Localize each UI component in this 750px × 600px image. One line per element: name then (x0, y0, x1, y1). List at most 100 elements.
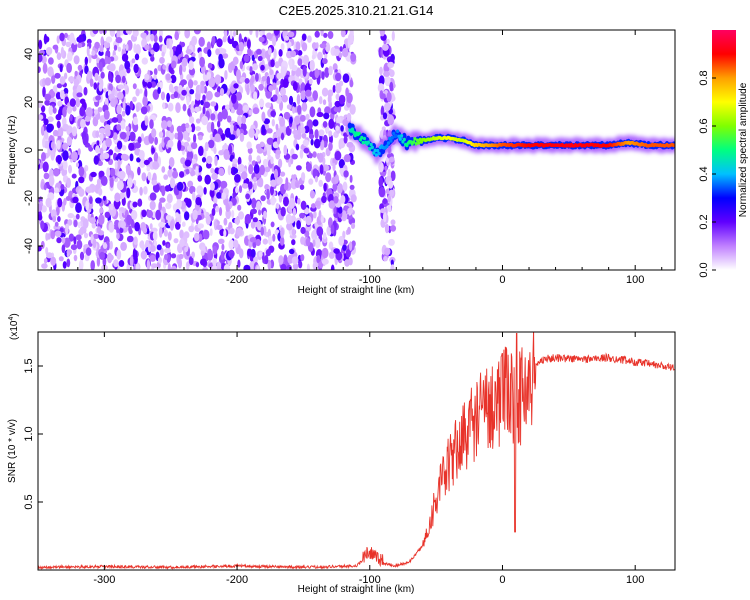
noise-cell (144, 44, 150, 51)
noise-cell (195, 126, 201, 132)
noise-cell (322, 99, 327, 106)
noise-cell (296, 94, 301, 105)
noise-cell (185, 122, 190, 129)
noise-cell (284, 35, 290, 41)
noise-cell (323, 32, 328, 38)
y-tick-label: 0.5 (23, 494, 35, 509)
noise-cell (220, 48, 227, 54)
signal-core-cell (357, 131, 361, 136)
noise-cell (328, 251, 335, 259)
noise-cell (119, 210, 122, 220)
noise-cell (150, 33, 155, 42)
noise-cell (97, 107, 103, 113)
noise-cell (191, 251, 196, 259)
noise-cell (318, 261, 324, 269)
noise-cell (114, 200, 120, 210)
noise-cell (287, 31, 295, 38)
noise-cell (229, 134, 236, 141)
noise-cell (140, 32, 147, 39)
noise-cell (139, 88, 143, 94)
noise-cell (188, 225, 195, 233)
noise-cell (200, 258, 207, 266)
noise-cell (323, 182, 327, 192)
noise-cell (262, 238, 268, 245)
noise-cell (266, 137, 274, 145)
noise-cell (207, 49, 212, 58)
noise-cell (185, 168, 190, 175)
noise-cell (270, 59, 275, 68)
noise-cell (244, 213, 252, 225)
noise-cell (61, 244, 66, 254)
noise-cell (65, 196, 71, 201)
noise-cell (78, 188, 85, 197)
noise-cell (162, 64, 167, 70)
noise-cell (132, 96, 137, 102)
noise-cell (314, 175, 318, 183)
noise-cell (297, 198, 301, 205)
noise-cell (48, 175, 55, 187)
noise-cell (108, 83, 113, 92)
noise-cell (223, 264, 231, 270)
noise-cell (187, 180, 194, 188)
noise-cell (210, 101, 217, 107)
noise-cell (70, 244, 78, 251)
noise-cell (104, 211, 111, 218)
y-tick-label: 20 (23, 96, 35, 108)
noise-cell (135, 105, 140, 113)
noise-cell (124, 83, 128, 91)
noise-cell (148, 43, 152, 52)
noise-cell (200, 80, 206, 87)
noise-cell (283, 196, 289, 207)
noise-cell (275, 123, 279, 131)
noise-cell (117, 91, 124, 100)
noise-cell (100, 71, 105, 79)
noise-cell (126, 214, 132, 226)
noise-cell (110, 98, 116, 108)
noise-cell (179, 171, 185, 178)
noise-cell (221, 192, 227, 201)
noise-cell (233, 239, 239, 249)
noise-cell (172, 170, 179, 179)
noise-cell (165, 202, 172, 210)
noise-cell (120, 220, 126, 229)
noise-cell (62, 106, 67, 118)
noise-cell (269, 69, 274, 76)
noise-cell (165, 214, 172, 221)
noise-cell (273, 30, 280, 36)
signal-core-cell (362, 136, 367, 141)
noise-cell (176, 181, 184, 191)
noise-cell (106, 43, 110, 48)
noise-cell (295, 41, 301, 51)
noise-cell (38, 39, 43, 50)
noise-cell (126, 130, 131, 137)
signal-core-cell (386, 141, 390, 145)
noise-cell (254, 220, 262, 228)
noise-cell (256, 155, 261, 162)
noise-cell (141, 209, 147, 218)
noise-cell (96, 140, 100, 147)
noise-cell (165, 73, 171, 81)
noise-cell (76, 92, 83, 98)
noise-cell (245, 193, 251, 200)
noise-cell (76, 85, 83, 95)
noise-cell (346, 213, 353, 220)
noise-cell (213, 146, 217, 155)
noise-cell (279, 236, 285, 246)
noise-cell (201, 115, 209, 126)
noise-cell (342, 118, 350, 127)
noise-cell (76, 239, 83, 250)
noise-cell (340, 195, 346, 204)
colorbar-label: Normalized spectral amplitude (738, 82, 749, 217)
noise-cell (237, 204, 242, 211)
noise-cell (92, 30, 99, 35)
noise-cell (347, 207, 354, 214)
noise-cell (56, 52, 62, 60)
noise-cell (85, 247, 92, 256)
noise-cell (345, 87, 349, 97)
noise-cell (100, 175, 108, 186)
noise-cell (85, 200, 89, 211)
noise-cell (76, 162, 79, 168)
noise-cell (153, 152, 159, 164)
noise-cell (65, 223, 70, 230)
noise-cell (188, 256, 194, 266)
